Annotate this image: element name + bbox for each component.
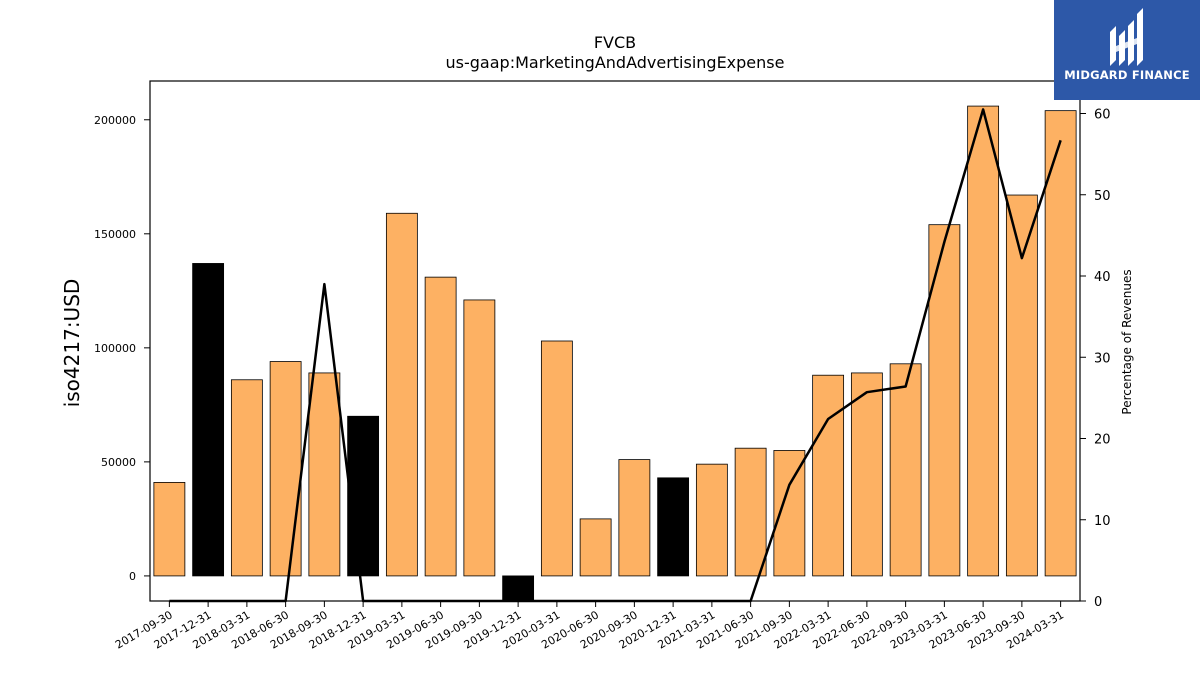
bar-2018-03-31 <box>230 379 263 577</box>
bar-2021-06-30 <box>734 447 767 577</box>
bar-2018-12-31 <box>347 415 380 577</box>
y2-tick-label: 60 <box>1094 108 1111 123</box>
bar-2018-06-30 <box>269 361 302 577</box>
bar-2019-12-31 <box>502 575 535 602</box>
y2-tick-label: 50 <box>1094 189 1111 204</box>
bar-2023-06-30 <box>967 105 1000 577</box>
right-axis-label: Percentage of Revenues <box>1120 269 1134 414</box>
bar-2018-09-30 <box>308 372 341 577</box>
y-tick-label: 50000 <box>101 456 136 469</box>
bar-2020-06-30 <box>579 518 612 577</box>
bar-2022-09-30 <box>889 363 922 577</box>
bar-2021-03-31 <box>695 463 728 577</box>
y2-tick-label: 40 <box>1094 270 1111 285</box>
midgard-finance-logo: MIDGARD FINANCE <box>1054 0 1200 100</box>
y2-tick-label: 30 <box>1094 351 1111 366</box>
bar-2019-06-30 <box>424 276 457 577</box>
chart-subtitle: us-gaap:MarketingAndAdvertisingExpense <box>446 53 785 72</box>
y2-tick-label: 0 <box>1094 595 1102 610</box>
bar-2024-03-31 <box>1044 110 1077 577</box>
bar-2022-06-30 <box>850 372 883 577</box>
logo-text: MIDGARD FINANCE <box>1064 68 1190 82</box>
bar-2017-12-31 <box>192 263 225 577</box>
chart-title: FVCB <box>594 33 636 52</box>
y2-tick-label: 20 <box>1094 433 1111 448</box>
y-axis-label: iso4217:USD <box>60 279 84 408</box>
right-axis-ticks: 0 10 20 30 40 50 60 <box>1080 108 1111 610</box>
bar-2021-09-30 <box>773 450 806 577</box>
bar-2019-09-30 <box>463 299 496 577</box>
bar-2022-03-31 <box>812 374 845 577</box>
y-tick-label: 0 <box>129 570 136 583</box>
bar-2020-09-30 <box>618 459 651 577</box>
bar-2023-09-30 <box>1005 194 1038 577</box>
bar-2019-03-31 <box>385 212 418 577</box>
bar-2020-03-31 <box>540 340 573 577</box>
bar-2020-12-31 <box>657 477 690 577</box>
percentage-line <box>169 108 1062 603</box>
left-axis-ticks: 0 50000 100000 150000 200000 <box>94 114 150 583</box>
bar-2023-03-31 <box>928 224 961 577</box>
y-tick-label: 200000 <box>94 114 136 127</box>
bar-2017-09-30 <box>153 482 186 577</box>
bar-series <box>153 105 1077 602</box>
x-axis-ticks: 2017-09-302017-12-312018-03-312018-06-30… <box>113 601 1066 652</box>
plot-frame <box>149 80 1081 602</box>
midgard-logo-icon <box>1110 8 1143 66</box>
y2-tick-label: 10 <box>1094 514 1111 529</box>
y-tick-label: 150000 <box>94 228 136 241</box>
y-tick-label: 100000 <box>94 342 136 355</box>
